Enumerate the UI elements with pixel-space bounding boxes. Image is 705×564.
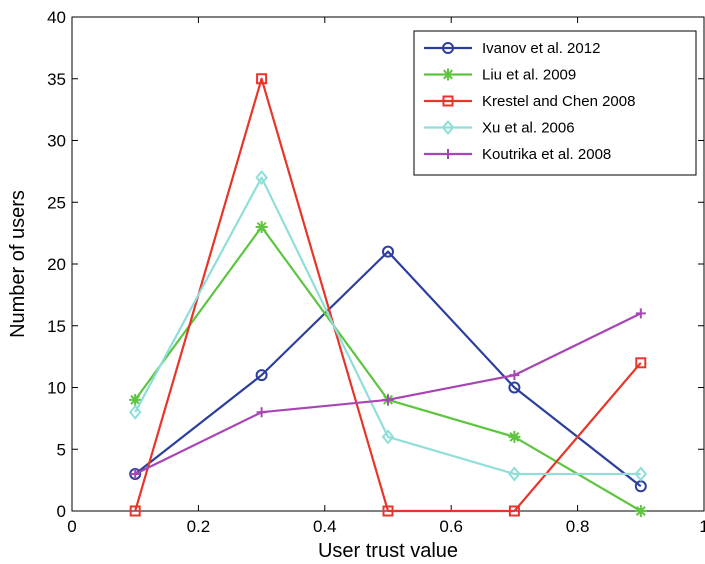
series-3 [129, 73, 647, 517]
y-tick-label: 30 [47, 132, 66, 151]
series-group [128, 73, 648, 517]
x-tick-label: 0.6 [439, 517, 463, 536]
legend-label: Xu et al. 2006 [482, 120, 575, 137]
y-axis-label: Number of users [7, 190, 29, 338]
data-point [129, 393, 142, 406]
data-point [508, 430, 521, 443]
data-point [382, 505, 394, 517]
legend-item: Xu et al. 2006 [424, 120, 575, 137]
data-point [508, 381, 521, 394]
data-point [255, 369, 268, 382]
data-point [381, 429, 395, 445]
legend-marker [443, 149, 453, 159]
legend-label: Krestel and Chen 2008 [482, 93, 635, 110]
data-point [634, 466, 648, 482]
data-point [129, 505, 141, 517]
data-point [635, 357, 647, 369]
y-tick-label: 0 [57, 502, 66, 521]
series-5 [130, 308, 646, 479]
legend-box [413, 30, 697, 176]
x-axis-label: User trust value [318, 540, 458, 562]
legend-label: Liu et al. 2009 [482, 67, 576, 84]
series-line [134, 176, 641, 476]
legend-label: Ivanov et al. 2012 [482, 40, 600, 57]
legend-label: Koutrika et al. 2008 [482, 146, 611, 163]
x-tick-label: 1 [699, 517, 705, 536]
data-point [383, 394, 393, 405]
data-point [130, 468, 141, 479]
legend-marker [441, 119, 455, 136]
x-tick-label: 0 [67, 517, 76, 536]
legend-item: Krestel and Chen 2008 [424, 93, 635, 110]
y-tick-label: 5 [57, 440, 66, 459]
data-point [509, 370, 520, 381]
series-line [134, 250, 642, 488]
data-point [255, 169, 268, 186]
data-point [256, 407, 267, 418]
y-tick-label: 10 [47, 379, 66, 398]
data-point [508, 505, 520, 517]
legend-item: Liu et al. 2009 [424, 67, 576, 84]
legend-marker [442, 42, 454, 54]
data-point [382, 245, 394, 258]
series-line [134, 77, 642, 513]
data-point [634, 505, 647, 517]
legend-marker [442, 68, 454, 81]
legend: Ivanov et al. 2012 Liu et al. 2009 Krestel… [413, 30, 697, 176]
x-tick-label: 0.8 [566, 517, 590, 536]
y-tick-label: 35 [47, 70, 66, 89]
data-point [256, 73, 268, 85]
data-point [508, 466, 521, 482]
y-tick-label: 15 [47, 317, 66, 336]
x-tick-label: 0.2 [187, 517, 211, 536]
legend-item: Koutrika et al. 2008 [424, 146, 611, 163]
data-point [128, 404, 142, 420]
legend-item: Ivanov et al. 2012 [424, 40, 600, 57]
data-point [635, 308, 646, 319]
x-tick-label: 0.4 [313, 517, 337, 536]
y-tick-label: 40 [47, 8, 66, 27]
data-point [255, 220, 268, 233]
y-tick-label: 25 [47, 193, 66, 212]
legend-marker [442, 95, 454, 107]
y-tick-label: 20 [47, 255, 66, 274]
series-4 [128, 169, 648, 482]
